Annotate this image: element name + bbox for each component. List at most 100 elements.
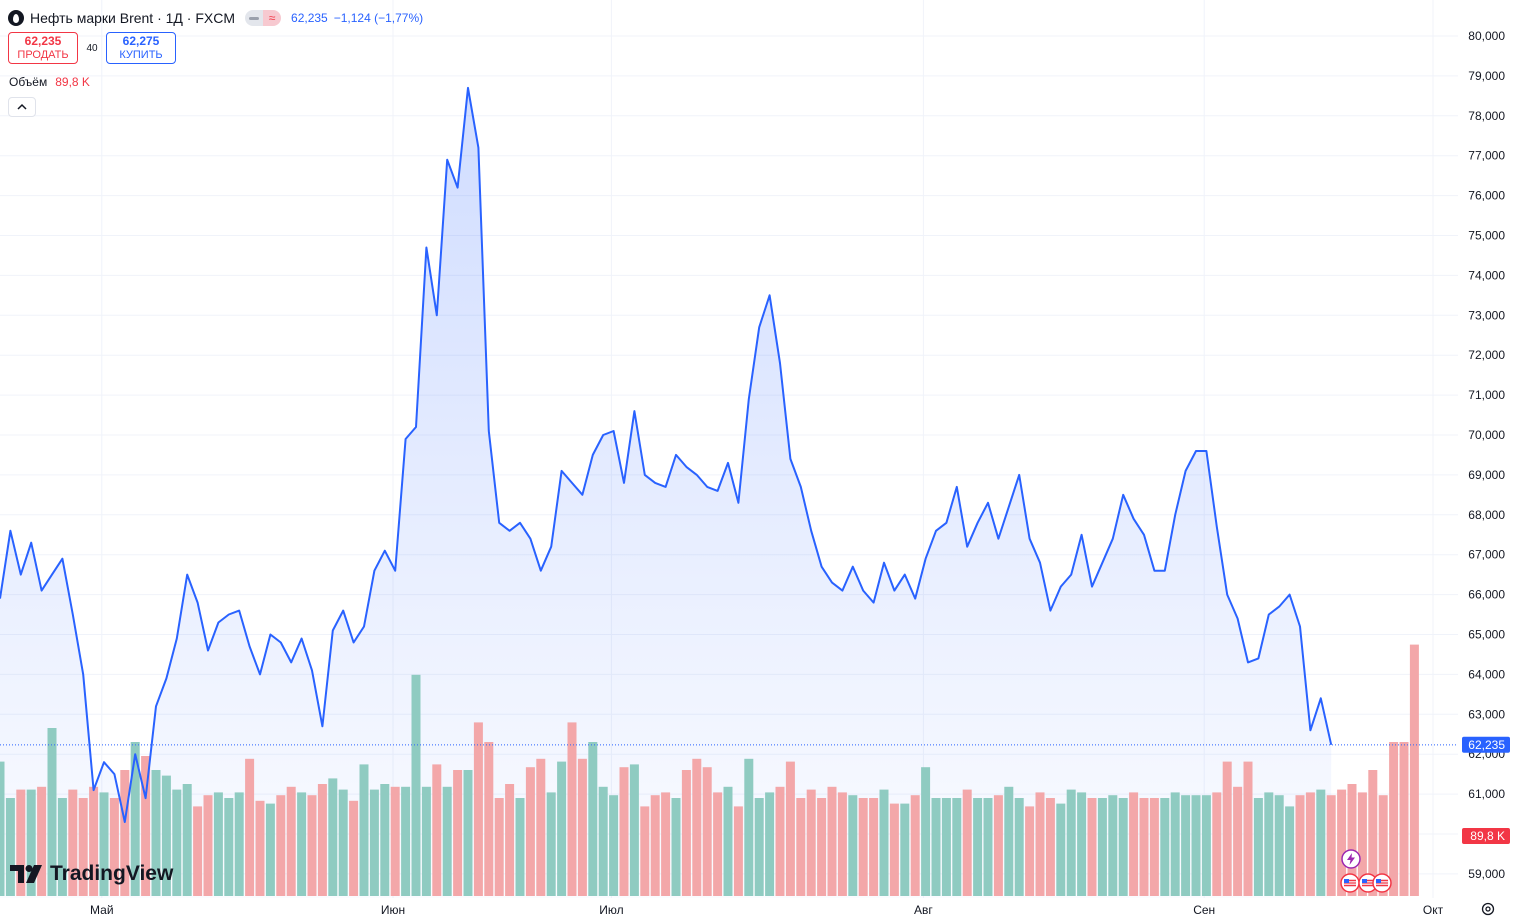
price-axis-tick-label: 59,000 (1468, 867, 1505, 881)
brent-oil-drop-icon (8, 10, 24, 26)
buy-button[interactable]: 62,275 КУПИТЬ (106, 32, 176, 64)
volume-bar (557, 761, 567, 896)
volume-bar (1160, 798, 1170, 896)
volume-bar (255, 800, 265, 896)
volume-bar (525, 767, 535, 896)
current-volume-label: 89,8 K (1462, 828, 1510, 844)
lightning-event-icon[interactable] (1341, 849, 1361, 869)
volume-bar (1337, 789, 1347, 896)
volume-bar (1056, 803, 1066, 896)
volume-bar (1368, 770, 1378, 896)
tradingview-branding[interactable]: TradingView (10, 862, 173, 886)
current-price-label-text: 62,235 (1468, 738, 1505, 752)
volume-bar (78, 798, 88, 896)
current-volume-label-text: 89,8 K (1470, 829, 1505, 843)
market-closed-icon (245, 10, 264, 26)
volume-bar (692, 758, 702, 896)
volume-bar (369, 789, 379, 896)
volume-bar (681, 770, 691, 896)
sell-price: 62,235 (24, 34, 62, 48)
sell-label: ПРОДАТЬ (17, 49, 69, 61)
symbol-title[interactable]: Нефть марки Brent · 1Д · FXCM (30, 10, 236, 26)
volume-bar (1295, 795, 1305, 896)
volume-bar (1212, 792, 1222, 896)
volume-bar (1045, 798, 1055, 896)
volume-bar (432, 764, 442, 896)
volume-bar (869, 798, 879, 896)
last-price: 62,235 (291, 11, 328, 25)
volume-bar (1097, 798, 1107, 896)
volume-value: 89,8 K (55, 75, 90, 89)
volume-bar (1170, 792, 1180, 896)
volume-bar (1243, 761, 1253, 896)
volume-bar (993, 795, 1003, 896)
volume-bar (702, 767, 712, 896)
volume-bar (1305, 792, 1315, 896)
volume-bar (453, 770, 463, 896)
volume-bar (1201, 795, 1211, 896)
volume-bar (359, 764, 369, 896)
volume-bar (338, 789, 348, 896)
market-status-pill[interactable]: ≈ (245, 10, 282, 26)
volume-bar (536, 758, 546, 896)
volume-bar (588, 742, 598, 896)
volume-bar (577, 758, 587, 896)
price-axis-tick-label: 75,000 (1468, 229, 1505, 243)
volume-bar (754, 798, 764, 896)
volume-bar (317, 784, 327, 896)
buy-price: 62,275 (122, 34, 160, 48)
volume-bar (494, 798, 504, 896)
volume-bar (151, 770, 161, 896)
volume-bar (1077, 792, 1087, 896)
volume-bar (910, 795, 920, 896)
volume-bar (37, 786, 47, 896)
price-axis-tick-label: 63,000 (1468, 707, 1505, 721)
sell-button[interactable]: 62,235 ПРОДАТЬ (8, 32, 78, 64)
volume-bar (234, 792, 244, 896)
volume-bar (5, 798, 15, 896)
us-flag-event-icon[interactable] (1340, 873, 1360, 893)
price-axis-tick-label: 69,000 (1468, 468, 1505, 482)
volume-bar (671, 798, 681, 896)
volume-bar (1326, 795, 1336, 896)
volume-bar (1139, 798, 1149, 896)
us-flag-event-icon[interactable] (1358, 873, 1378, 893)
volume-bar (515, 798, 525, 896)
volume-bar (650, 795, 660, 896)
price-axis-tick-label: 70,000 (1468, 428, 1505, 442)
volume-bar (1285, 806, 1295, 896)
volume-bar (161, 775, 171, 896)
volume-bar (1253, 798, 1263, 896)
volume-bar (130, 742, 140, 896)
volume-bar (1274, 795, 1284, 896)
volume-bar (26, 789, 36, 896)
volume-bar (765, 792, 775, 896)
price-axis: 59,00060,00061,00062,00063,00064,00065,0… (1462, 29, 1510, 881)
settings-gear-icon[interactable] (1480, 901, 1496, 917)
price-axis-tick-label: 79,000 (1468, 69, 1505, 83)
volume-legend[interactable]: Объём 89,8 K (9, 75, 90, 89)
volume-bar (827, 786, 837, 896)
volume-bar (1399, 742, 1409, 896)
volume-bar (68, 789, 78, 896)
volume-bar (380, 784, 390, 896)
volume-bar (328, 778, 338, 896)
volume-bar (484, 742, 494, 896)
volume-bar (213, 792, 223, 896)
tradingview-name: TradingView (50, 862, 174, 885)
collapse-chevron-icon (17, 103, 27, 110)
volume-bar (47, 728, 57, 896)
current-price-label: 62,235 (1462, 736, 1510, 753)
volume-bar (713, 792, 723, 896)
volume-bar (109, 798, 119, 896)
volume-bar (276, 795, 286, 896)
volume-bar (172, 789, 182, 896)
price-axis-tick-label: 65,000 (1468, 628, 1505, 642)
volume-bar (1025, 806, 1035, 896)
volume-bar (1129, 792, 1139, 896)
volume-bar (598, 786, 608, 896)
collapse-legend-button[interactable] (8, 97, 36, 117)
us-flag-event-icon[interactable] (1372, 873, 1392, 893)
volume-bar (921, 767, 931, 896)
